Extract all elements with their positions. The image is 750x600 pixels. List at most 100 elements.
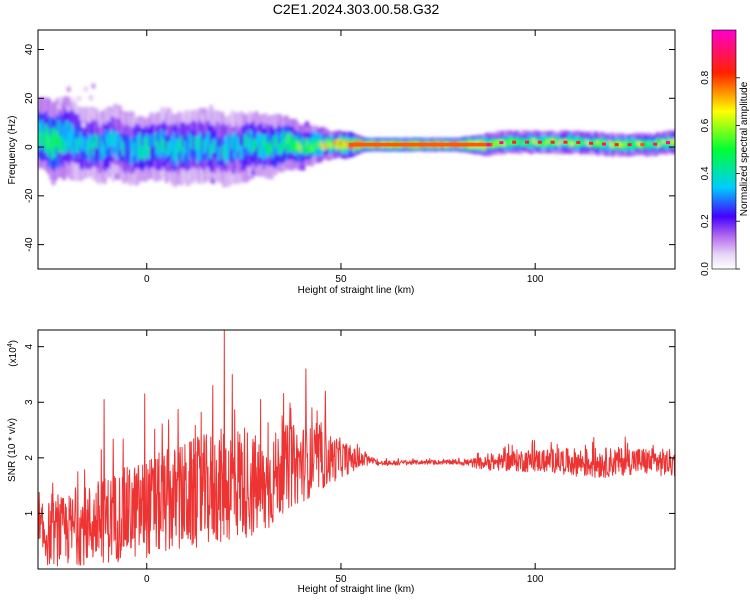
heatmap-cell bbox=[305, 121, 310, 128]
heatmap-cell bbox=[653, 142, 658, 146]
heatmap-cell bbox=[532, 137, 537, 143]
heatmap-cell bbox=[149, 134, 154, 147]
heatmap-cell bbox=[74, 137, 80, 153]
colorbar-tick-label: 0.2 bbox=[700, 214, 711, 228]
spectrogram-y-ticks: -40 -20 0 20 40 bbox=[24, 44, 675, 252]
heatmap-cell bbox=[258, 144, 263, 157]
heatmap-cell bbox=[55, 131, 60, 147]
heatmap-cell bbox=[71, 97, 76, 103]
snr-y-ticks: 1 2 3 4 bbox=[24, 343, 675, 516]
heatmap-cell bbox=[192, 145, 197, 160]
heatmap-cell bbox=[559, 139, 564, 144]
heatmap-cell bbox=[572, 137, 577, 146]
heatmap-cell bbox=[123, 131, 129, 160]
heatmap-cell bbox=[557, 141, 562, 147]
heatmap-cell bbox=[145, 138, 150, 151]
heatmap-cell bbox=[555, 139, 560, 145]
heatmap-cell bbox=[168, 141, 174, 155]
heatmap-cell bbox=[243, 134, 248, 148]
heatmap-cell bbox=[237, 136, 242, 151]
heatmap-cell bbox=[81, 136, 86, 151]
heatmap-cell bbox=[418, 142, 423, 147]
heatmap-cell bbox=[508, 142, 513, 147]
heatmap-cell bbox=[550, 140, 555, 144]
snr-x-label: Height of straight line (km) bbox=[298, 584, 415, 595]
heatmap-cell bbox=[426, 142, 431, 147]
heatmap-cell bbox=[294, 137, 300, 148]
heatmap-cell bbox=[529, 140, 535, 145]
heatmap-cell bbox=[57, 121, 62, 152]
heatmap-cell bbox=[143, 142, 148, 155]
heatmap-cell bbox=[211, 139, 216, 154]
heatmap-cell bbox=[553, 139, 558, 144]
heatmap-cell bbox=[339, 140, 344, 146]
heatmap-cell bbox=[215, 145, 221, 160]
heatmap-cell bbox=[673, 138, 675, 143]
heatmap-cell bbox=[66, 127, 71, 143]
heatmap-cell bbox=[476, 142, 482, 147]
heatmap-cell bbox=[591, 139, 597, 145]
heatmap-cell bbox=[166, 141, 171, 156]
heatmap-cell bbox=[379, 142, 384, 147]
heatmap-cell bbox=[262, 134, 268, 147]
x-tick-label: 100 bbox=[527, 274, 544, 285]
heatmap-cell bbox=[457, 142, 462, 147]
heatmap-cell bbox=[585, 139, 590, 144]
heatmap-cell bbox=[614, 143, 619, 147]
heatmap-cell bbox=[59, 136, 65, 152]
heatmap-cell bbox=[449, 142, 454, 147]
heatmap-cell bbox=[115, 137, 120, 152]
x-tick-label: 100 bbox=[527, 574, 544, 585]
heatmap-cell bbox=[563, 140, 568, 144]
svg-text:(x104): (x104) bbox=[7, 340, 19, 367]
heatmap-cell bbox=[596, 139, 601, 145]
heatmap-cell bbox=[58, 98, 63, 104]
heatmap-cell bbox=[430, 142, 435, 147]
heatmap-cell bbox=[318, 141, 323, 149]
heatmap-cell bbox=[100, 139, 105, 154]
heatmap-cell bbox=[673, 138, 675, 148]
heatmap-cell bbox=[611, 143, 616, 148]
heatmap-cell bbox=[42, 132, 48, 147]
heatmap-cell bbox=[88, 95, 93, 101]
heatmap-cell bbox=[606, 140, 611, 145]
heatmap-cell bbox=[406, 142, 412, 147]
heatmap-cell bbox=[504, 142, 509, 147]
heatmap-cell bbox=[222, 145, 227, 159]
heatmap-cell bbox=[523, 138, 528, 143]
spectrogram-panel: 0 50 100 -40 -20 0 20 40 Height of straight li… bbox=[7, 29, 676, 296]
heatmap-cell bbox=[640, 140, 646, 146]
heatmap-cell bbox=[517, 138, 522, 144]
heatmap-cell bbox=[117, 143, 122, 157]
heatmap-cell bbox=[256, 133, 261, 146]
heatmap-cell bbox=[273, 135, 278, 148]
heatmap-cell bbox=[290, 133, 295, 153]
heatmap-cell bbox=[156, 141, 161, 155]
heatmap-cell bbox=[395, 142, 400, 147]
heatmap-cell bbox=[91, 142, 97, 156]
heatmap-cell bbox=[288, 135, 293, 146]
snr-frame bbox=[37, 329, 676, 570]
heatmap-cell bbox=[141, 146, 146, 159]
figure-title: C2E1.2024.303.00.58.G32 bbox=[273, 1, 440, 17]
heatmap-cell bbox=[630, 144, 635, 149]
heatmap-cell bbox=[245, 134, 250, 147]
heatmap-cell bbox=[138, 146, 144, 160]
heatmap-cell bbox=[372, 142, 377, 147]
heatmap-cell bbox=[499, 138, 505, 144]
heatmap-cell bbox=[488, 142, 493, 147]
heatmap-cell bbox=[256, 135, 261, 160]
heatmap-cell bbox=[658, 138, 663, 147]
snr-panel: 0 50 100 1 2 3 4 Height of straight line (km)… bbox=[7, 329, 676, 595]
heatmap-cell bbox=[514, 140, 520, 145]
heatmap-cell bbox=[198, 136, 203, 151]
heatmap-cell bbox=[49, 136, 54, 152]
heatmap-cell bbox=[170, 136, 176, 165]
heatmap-cell bbox=[252, 140, 257, 153]
heatmap-cell bbox=[537, 140, 542, 144]
heatmap-cell bbox=[329, 142, 334, 148]
heatmap-cell bbox=[209, 105, 214, 112]
heatmap-cell bbox=[239, 145, 244, 160]
heatmap-cell bbox=[94, 133, 99, 148]
